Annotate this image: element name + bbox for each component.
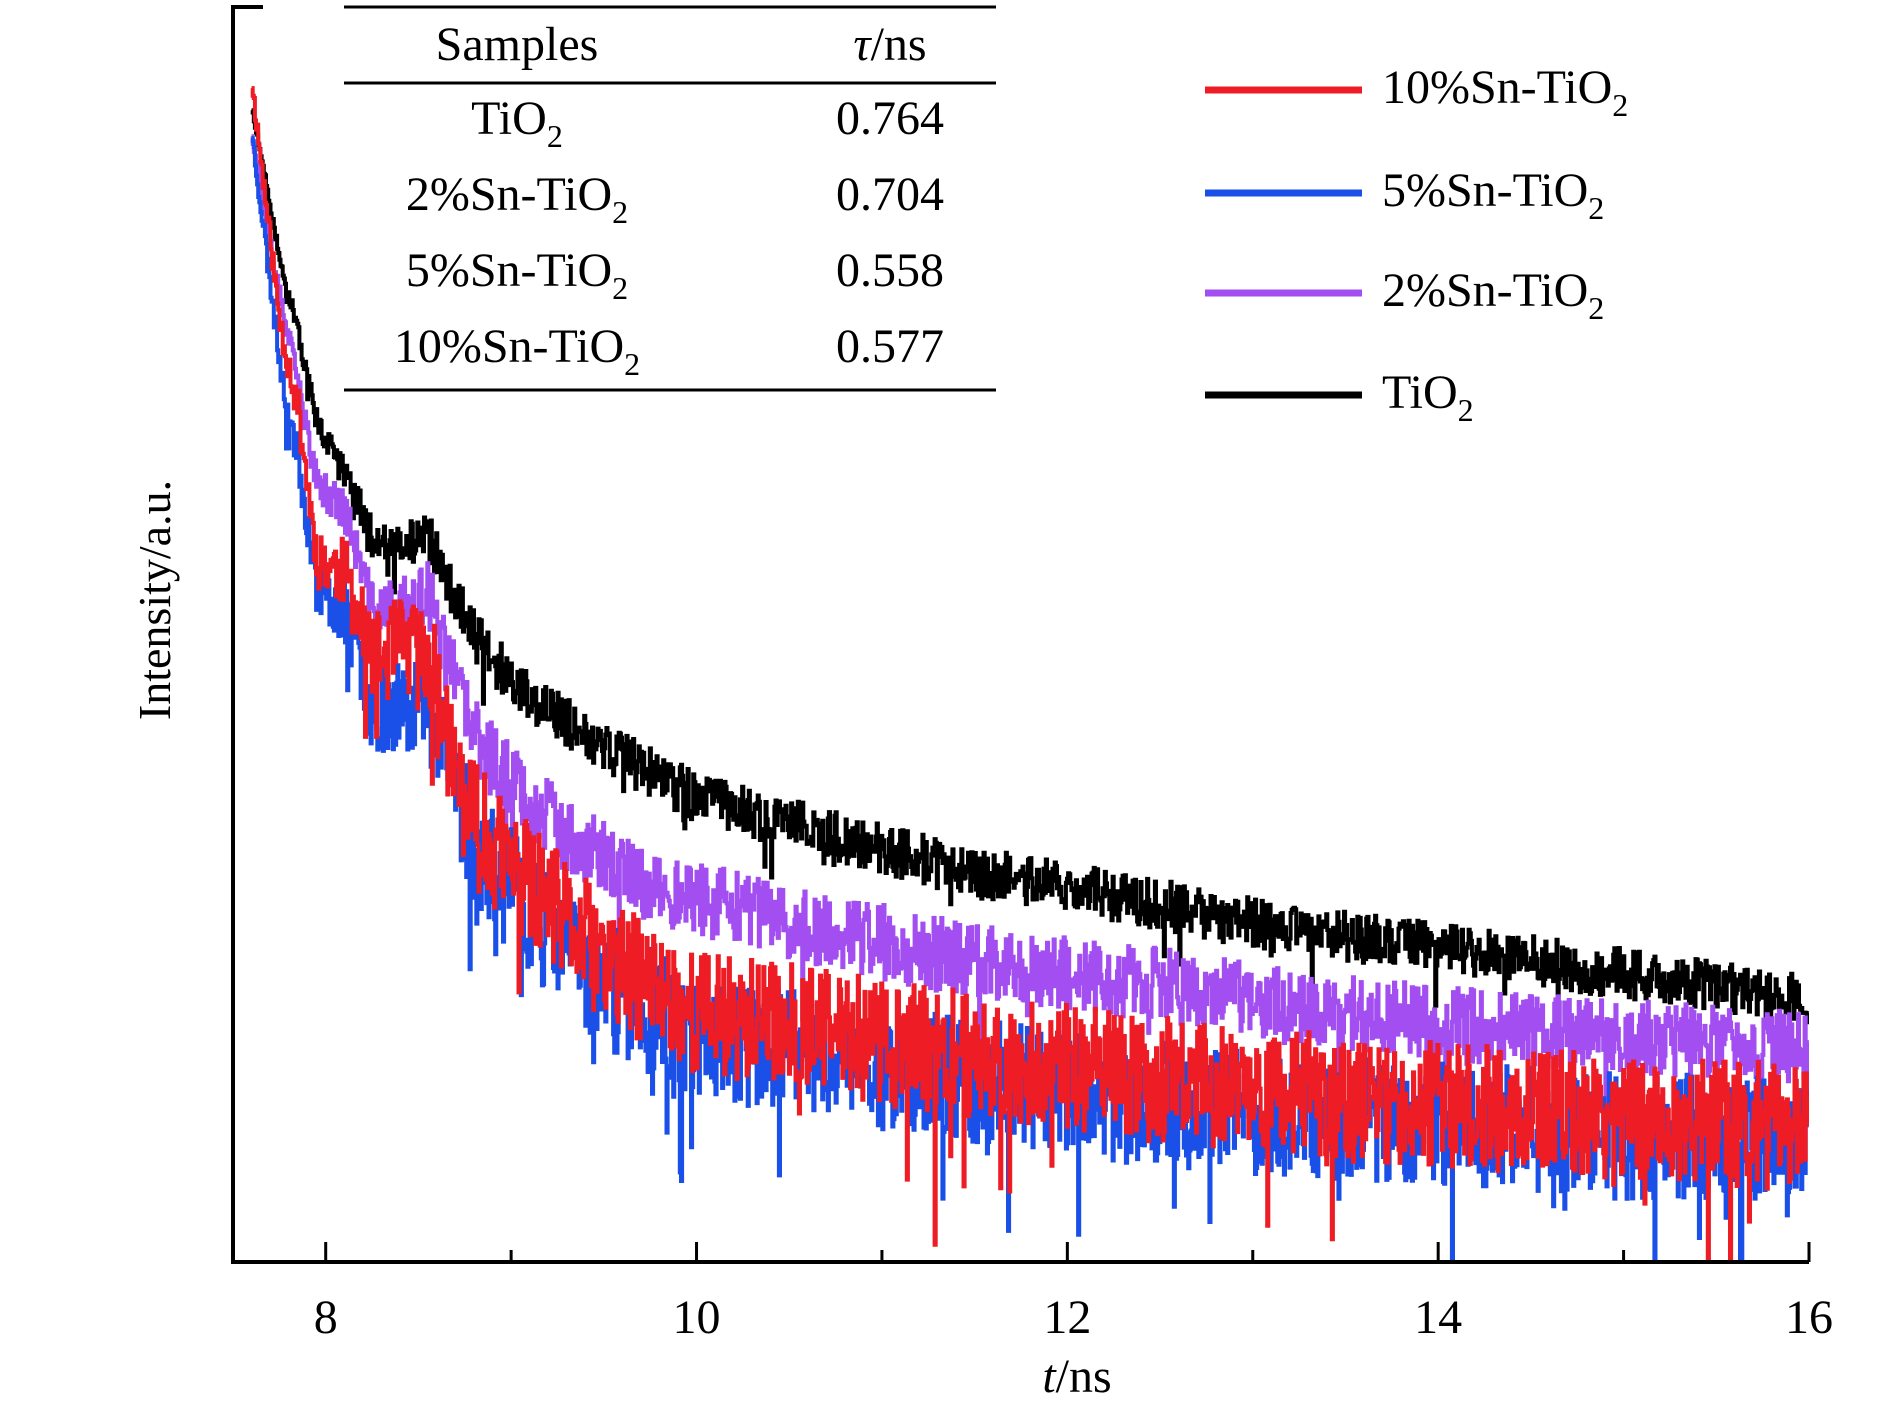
legend-label-name: 2%Sn-TiO [1382, 264, 1588, 317]
inset-table: Samples τ/ns TiO2 0.764 2%Sn-TiO2 0.704 … [344, 5, 996, 392]
legend-label: 2%Sn-TiO2 [1382, 264, 1604, 326]
y-axis-label: Intensity/a.u. [129, 480, 180, 720]
table-row-tau: 0.577 [836, 320, 944, 373]
legend-label-name: TiO [1382, 366, 1458, 419]
table-row-sample: 10%Sn-TiO2 [394, 320, 640, 382]
sample-name: TiO [471, 92, 547, 145]
sample-subscript: 2 [612, 194, 628, 230]
sample-subscript: 2 [547, 118, 563, 154]
legend-label-subscript: 2 [1588, 290, 1604, 326]
x-axis-label-var: t [1042, 1350, 1057, 1401]
legend-label: 10%Sn-TiO2 [1382, 61, 1628, 123]
table-header-tau: τ/ns [853, 18, 926, 71]
x-axis-label-unit: /ns [1056, 1350, 1112, 1401]
legend-label: TiO2 [1382, 366, 1474, 428]
table-row-sample: 2%Sn-TiO2 [406, 168, 628, 230]
table-header-samples: Samples [436, 18, 599, 71]
legend-label: 5%Sn-TiO2 [1382, 164, 1604, 226]
x-axis-label: t/ns [1042, 1350, 1111, 1401]
axes: 8 10 12 14 16 [231, 5, 1833, 1344]
table-row-tau: 0.764 [836, 92, 944, 145]
series-layer [250, 86, 1809, 1262]
legend-label-name: 10%Sn-TiO [1382, 61, 1612, 114]
legend-label-name: 5%Sn-TiO [1382, 164, 1588, 217]
table-row-sample: 5%Sn-TiO2 [406, 244, 628, 306]
table-row-tau: 0.558 [836, 244, 944, 297]
series-line [250, 134, 1809, 1141]
x-tick-label: 16 [1785, 1291, 1833, 1344]
sample-name: 2%Sn-TiO [406, 168, 612, 221]
tau-symbol: τ [853, 18, 872, 71]
sample-name: 5%Sn-TiO [406, 244, 612, 297]
table-row-sample: TiO2 [471, 92, 563, 154]
legend-label-subscript: 2 [1588, 190, 1604, 226]
tau-unit: /ns [871, 18, 927, 71]
sample-subscript: 2 [612, 270, 628, 306]
series-line [250, 86, 1809, 1262]
legend: 10%Sn-TiO2 5%Sn-TiO2 2%Sn-TiO2 TiO2 [1205, 61, 1628, 428]
x-tick-label: 14 [1414, 1291, 1462, 1344]
series-line [250, 108, 1809, 1025]
sample-name: 10%Sn-TiO [394, 320, 624, 373]
x-tick-label: 10 [673, 1291, 721, 1344]
sample-subscript: 2 [624, 346, 640, 382]
table-row-tau: 0.704 [836, 168, 944, 221]
legend-label-subscript: 2 [1458, 392, 1474, 428]
x-tick-label: 8 [314, 1291, 338, 1344]
x-ticks: 8 10 12 14 16 [314, 1242, 1833, 1344]
legend-label-subscript: 2 [1612, 87, 1628, 123]
x-tick-label: 12 [1043, 1291, 1091, 1344]
